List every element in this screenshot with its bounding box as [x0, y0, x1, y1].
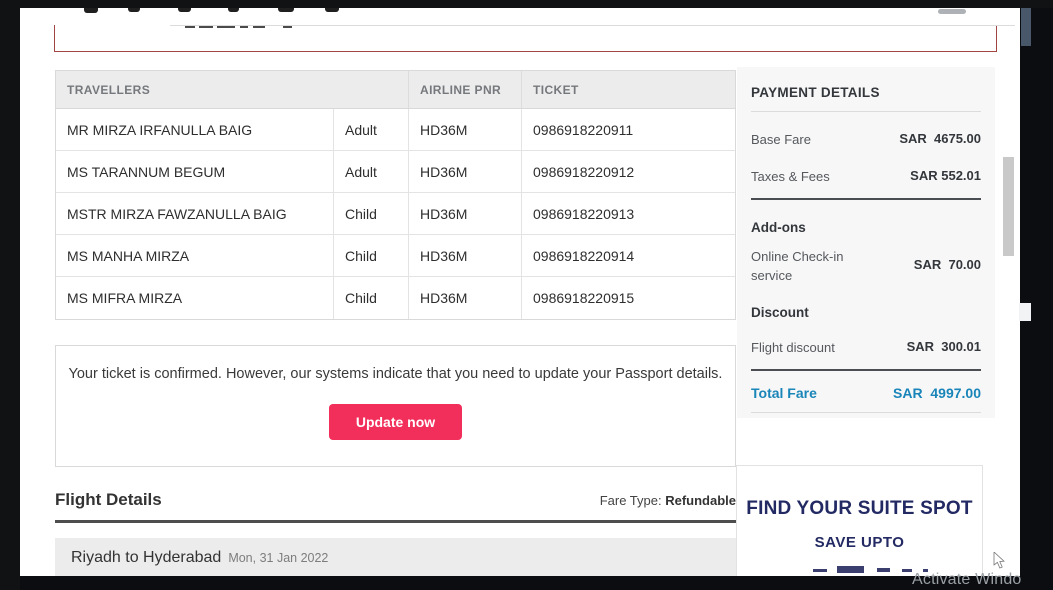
ad-headline: FIND YOUR SUITE SPOT — [746, 498, 973, 519]
checkin-row: Online Check-in service SAR 70.00 — [751, 248, 981, 284]
travellers-table-header: TRAVELLERS AIRLINE PNR TICKET — [56, 71, 735, 109]
table-row: MR MIRZA IRFANULLA BAIG Adult HD36M 0986… — [56, 109, 735, 151]
frame-bottom-bar — [0, 576, 1053, 590]
traveller-pnr: HD36M — [408, 277, 521, 319]
cutoff-text-fragment — [283, 26, 292, 28]
total-fare-value: SAR 4997.00 — [893, 384, 981, 401]
cutoff-glyph — [84, 8, 98, 13]
base-fare-label: Base Fare — [751, 132, 811, 147]
flight-discount-value: SAR 300.01 — [906, 338, 981, 354]
fare-type-value: Refundable — [665, 493, 736, 508]
update-now-button[interactable]: Update now — [328, 404, 463, 440]
flight-details-title: Flight Details — [55, 490, 162, 509]
cutoff-glyph — [128, 8, 140, 12]
base-fare-row: Base Fare SAR 4675.00 — [751, 131, 981, 149]
alert-box-cutoff — [54, 25, 997, 52]
traveller-type: Child — [333, 193, 408, 234]
table-row: MS TARANNUM BEGUM Adult HD36M 0986918220… — [56, 151, 735, 193]
cutoff-glyph — [278, 8, 294, 12]
segment-date: Mon, 31 Jan 2022 — [228, 551, 329, 565]
traveller-name: MR MIRZA IRFANULLA BAIG — [67, 121, 253, 138]
traveller-ticket: 0986918220915 — [521, 277, 735, 319]
total-fare-label: Total Fare — [751, 384, 817, 401]
header-divider — [170, 25, 1015, 26]
mouse-cursor-icon — [993, 551, 1007, 575]
column-header-airline-pnr: AIRLINE PNR — [408, 71, 521, 108]
frame-top-bar — [0, 0, 1053, 8]
checkin-value: SAR 70.00 — [913, 257, 981, 273]
cutoff-glyph — [837, 566, 864, 573]
traveller-name: MS MANHA MIRZA — [67, 247, 190, 264]
cutoff-text-fragment — [253, 26, 265, 28]
table-row: MS MIFRA MIRZA Child HD36M 0986918220915 — [56, 277, 735, 319]
cutoff-glyph — [902, 569, 912, 572]
fare-type-label: Fare Type: — [599, 493, 666, 508]
base-fare-value: SAR 4675.00 — [899, 131, 981, 146]
traveller-pnr: HD36M — [408, 235, 521, 276]
cutoff-header-strip — [20, 8, 1020, 26]
cutoff-glyph — [813, 569, 827, 572]
traveller-type: Adult — [333, 151, 408, 192]
cutoff-text-fragment — [199, 26, 213, 28]
traveller-type: Adult — [333, 109, 408, 150]
traveller-ticket: 0986918220911 — [521, 109, 735, 150]
payment-details-title: PAYMENT DETAILS — [751, 85, 880, 100]
traveller-name: MS MIFRA MIRZA — [67, 290, 183, 306]
table-row: MSTR MIRZA FAWZANULLA BAIG Child HD36M 0… — [56, 193, 735, 235]
addons-heading: Add-ons — [751, 220, 806, 236]
traveller-pnr: HD36M — [408, 193, 521, 234]
cutoff-glyph — [228, 8, 239, 12]
discount-heading: Discount — [751, 304, 809, 320]
traveller-pnr: HD36M — [408, 109, 521, 150]
notice-message: Your ticket is confirmed. However, our s… — [68, 366, 723, 382]
ad-subline: SAVE UPTO — [814, 534, 905, 551]
column-header-travellers: TRAVELLERS — [67, 82, 151, 97]
traveller-type: Child — [333, 277, 408, 319]
checkin-label: Online Check-in service — [751, 249, 844, 283]
table-row: MS MANHA MIRZA Child HD36M 0986918220914 — [56, 235, 735, 277]
traveller-name: MSTR MIRZA FAWZANULLA BAIG — [67, 205, 287, 222]
divider — [751, 411, 981, 413]
scrollbar-notch — [1019, 303, 1031, 321]
scrollbar-thumb[interactable] — [1003, 157, 1014, 256]
window-scrollbar-segment[interactable] — [1021, 0, 1031, 46]
flight-discount-row: Flight discount SAR 300.01 — [751, 339, 981, 357]
cutoff-glyph — [178, 8, 191, 12]
traveller-type: Child — [333, 235, 408, 276]
traveller-name: MS TARANNUM BEGUM — [67, 163, 226, 180]
segment-route: Riyadh to Hyderabad — [71, 549, 222, 566]
divider — [751, 198, 981, 201]
frame-right-bar — [1020, 0, 1053, 590]
frame-left-bar — [0, 0, 20, 590]
ad-cutoff-text — [737, 566, 982, 578]
cutoff-text-fragment — [217, 26, 235, 28]
suite-spot-ad[interactable]: FIND YOUR SUITE SPOT SAVE UPTO — [736, 465, 983, 590]
taxes-label: Taxes & Fees — [751, 169, 830, 185]
travellers-table: TRAVELLERS AIRLINE PNR TICKET MR MIRZA I… — [55, 70, 736, 320]
flight-details-header: Flight Details Fare Type: Refundable — [55, 490, 736, 510]
taxes-row: Taxes & Fees SAR 552.01 — [751, 168, 981, 186]
flight-segment-bar: Riyadh to Hyderabad Mon, 31 Jan 2022 — [55, 538, 736, 578]
total-fare-row: Total Fare SAR 4997.00 — [751, 385, 981, 401]
cutoff-glyph — [325, 8, 339, 12]
passport-notice-box: Your ticket is confirmed. However, our s… — [55, 345, 736, 467]
divider — [751, 111, 981, 112]
cutoff-text-fragment — [240, 26, 248, 28]
payment-details-panel: PAYMENT DETAILS Base Fare SAR 4675.00 Ta… — [737, 67, 995, 418]
traveller-ticket: 0986918220913 — [521, 193, 735, 234]
cutoff-glyph — [938, 9, 966, 14]
divider — [751, 368, 981, 371]
traveller-ticket: 0986918220912 — [521, 151, 735, 192]
cutoff-text-fragment — [185, 26, 195, 28]
fare-type: Fare Type: Refundable — [600, 493, 736, 508]
column-header-ticket: TICKET — [521, 71, 735, 108]
taxes-value: SAR 552.01 — [910, 168, 981, 184]
cutoff-glyph — [923, 569, 928, 572]
activate-windows-watermark: Activate Windo — [912, 571, 1022, 588]
traveller-pnr: HD36M — [408, 151, 521, 192]
cutoff-glyph — [877, 568, 890, 572]
flight-discount-label: Flight discount — [751, 339, 835, 355]
flight-details-divider — [55, 520, 736, 523]
traveller-ticket: 0986918220914 — [521, 235, 735, 276]
